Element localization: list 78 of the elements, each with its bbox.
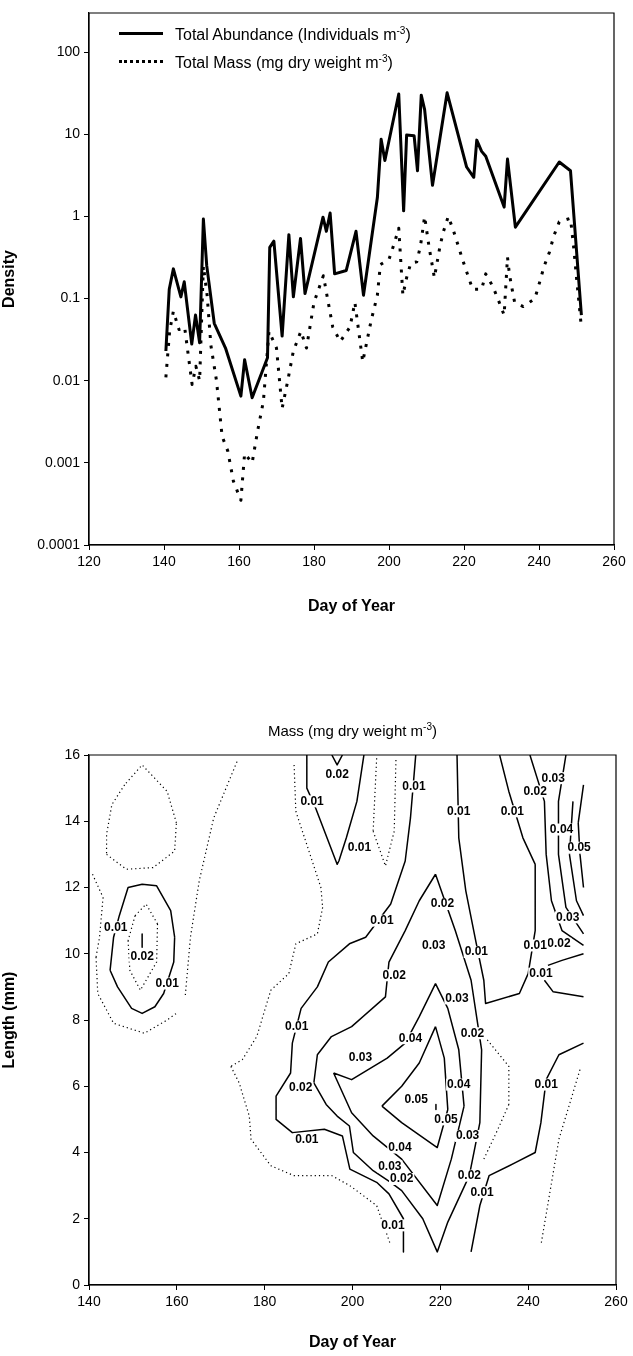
annotation: 0.01 — [529, 965, 553, 980]
annotation: 0.02 — [430, 896, 455, 911]
x-tick-label: 200 — [377, 553, 401, 570]
x-axis-title: Day of Year — [309, 1332, 396, 1350]
y-tick-label: 12 — [64, 878, 81, 895]
annotation: 0.01 — [470, 1184, 495, 1199]
y-tick-label: 0.01 — [52, 371, 81, 388]
annotation: 0.02 — [523, 783, 548, 798]
x-tick-label: 240 — [527, 553, 551, 570]
y-tick-label: 100 — [56, 43, 81, 60]
annotation: 0.02 — [325, 767, 350, 782]
y-tick-label: 0 — [72, 1275, 81, 1292]
x-tick-label: 220 — [452, 553, 476, 570]
annotation: 0.05 — [404, 1091, 429, 1106]
y-tick-label: 0.0001 — [37, 535, 81, 552]
y-axis-title: Density — [0, 250, 18, 308]
annotation: 0.01 — [534, 1076, 559, 1091]
x-tick-label: 220 — [428, 1293, 453, 1310]
annotation: 0.01 — [285, 1018, 309, 1033]
legend-label: Total Abundance (Individuals m$^{-3}$) — [175, 24, 411, 46]
y-tick-label: 14 — [64, 812, 81, 829]
annotation: 0.01 — [523, 937, 548, 952]
annotation: 0.01 — [155, 975, 180, 990]
annotation: 0.02 — [382, 967, 407, 982]
y-tick-label: 1 — [72, 207, 81, 224]
y-tick-label: 0.001 — [44, 453, 81, 470]
x-tick-label: 160 — [165, 1293, 189, 1310]
annotation: 0.05 — [567, 840, 592, 855]
annotation: 0.03 — [422, 937, 446, 952]
x-axis-title: Day of Year — [308, 596, 395, 614]
legend-label: Total Mass (mg dry weight m$^{-3}$) — [175, 52, 393, 74]
annotation: 0.02 — [547, 936, 571, 951]
y-tick-label: 2 — [72, 1209, 81, 1226]
annotation: 0.04 — [549, 821, 574, 836]
annotation: 0.04 — [447, 1076, 471, 1091]
annotation: 0.02 — [390, 1171, 414, 1186]
annotation: 0.01 — [295, 1131, 319, 1146]
x-tick-label: 120 — [77, 553, 101, 570]
annotation: 0.02 — [289, 1080, 313, 1095]
y-axis-title: Length (mm) — [0, 971, 18, 1069]
annotation: 0.01 — [347, 840, 372, 855]
annotation: 0.01 — [370, 912, 394, 927]
annotation: 0.03 — [455, 1128, 480, 1143]
annotation: 0.04 — [388, 1139, 412, 1154]
x-tick-label: 240 — [516, 1293, 541, 1310]
annotation: 0.04 — [398, 1030, 423, 1045]
annotation: 0.03 — [445, 990, 470, 1005]
y-tick-label: 16 — [64, 745, 81, 762]
annotation: 0.03 — [348, 1050, 373, 1065]
annotation: 0.01 — [500, 803, 525, 818]
x-tick-label: 160 — [227, 553, 251, 570]
annotation: 0.05 — [434, 1111, 459, 1126]
annotation: 0.01 — [464, 944, 489, 959]
y-tick-label: 10 — [64, 125, 81, 142]
annotation: 0.02 — [460, 1025, 485, 1040]
annotation: 0.01 — [104, 919, 128, 934]
y-tick-label: 10 — [64, 944, 81, 961]
y-tick-label: 8 — [72, 1010, 81, 1027]
annotation: 0.03 — [541, 770, 566, 785]
annotation: 0.03 — [378, 1158, 402, 1173]
x-tick-label: 260 — [604, 1293, 628, 1310]
annotation: 0.01 — [402, 778, 426, 793]
x-tick-label: 180 — [302, 553, 326, 570]
annotation: 0.02 — [457, 1168, 482, 1182]
annotation: 0.03 — [556, 909, 580, 924]
annotation: 0.01 — [300, 793, 325, 808]
x-tick-label: 140 — [152, 553, 176, 570]
annotation: 0.01 — [447, 803, 471, 818]
y-tick-label: 0.1 — [60, 289, 81, 306]
annotation: 0.01 — [381, 1217, 405, 1232]
x-tick-label: 200 — [340, 1293, 365, 1310]
chart-title: Mass (mg dry weight m$^{-3}$) — [267, 721, 438, 739]
y-tick-label: 4 — [72, 1143, 81, 1160]
x-tick-label: 140 — [77, 1293, 101, 1310]
x-tick-label: 180 — [252, 1293, 277, 1310]
y-tick-label: 6 — [72, 1077, 81, 1094]
annotation: 0.02 — [130, 949, 155, 964]
x-tick-label: 260 — [602, 553, 626, 570]
